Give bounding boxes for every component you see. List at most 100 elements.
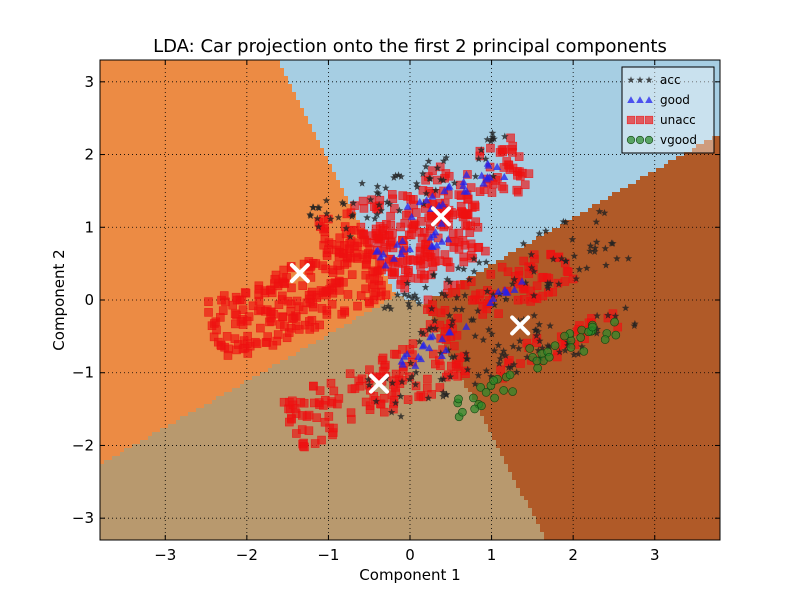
point-unacc	[466, 239, 476, 249]
point-acc	[461, 291, 469, 299]
point-good	[462, 170, 471, 178]
point-unacc	[280, 322, 289, 331]
point-good	[444, 183, 453, 191]
point-vgood	[476, 383, 485, 392]
point-good	[372, 247, 381, 255]
point-unacc	[209, 332, 219, 342]
point-unacc	[440, 250, 450, 259]
point-acc	[591, 244, 599, 252]
point-unacc	[369, 295, 379, 305]
point-acc	[306, 210, 314, 218]
point-acc	[448, 353, 456, 361]
point-acc	[309, 203, 317, 211]
point-acc	[424, 157, 433, 165]
chart-title: LDA: Car projection onto the first 2 pri…	[153, 36, 667, 57]
point-acc	[549, 255, 558, 263]
point-unacc	[423, 374, 432, 384]
point-unacc	[312, 413, 321, 423]
point-good	[437, 219, 446, 227]
x-tick-label: −3	[154, 546, 176, 564]
legend-marker-vgood	[635, 135, 645, 145]
point-acc	[413, 183, 421, 191]
point-acc	[387, 304, 395, 313]
point-acc	[531, 326, 540, 334]
point-unacc	[526, 286, 535, 296]
point-acc	[482, 258, 490, 266]
point-acc	[490, 301, 499, 309]
point-unacc	[243, 331, 252, 341]
point-unacc	[277, 295, 287, 304]
y-tick-label: 1	[84, 218, 94, 236]
legend-label-unacc: unacc	[660, 113, 696, 127]
point-good	[426, 233, 435, 241]
point-unacc	[465, 228, 475, 237]
point-unacc	[421, 245, 430, 254]
point-good	[403, 202, 412, 210]
point-acc	[453, 293, 461, 301]
point-acc	[373, 182, 382, 190]
point-acc	[398, 377, 406, 386]
point-good	[482, 175, 491, 183]
point-unacc	[359, 204, 369, 213]
point-acc	[595, 207, 604, 215]
point-acc	[433, 164, 442, 172]
point-acc	[462, 349, 470, 357]
point-unacc	[379, 393, 389, 403]
point-acc	[373, 210, 381, 218]
point-unacc	[389, 268, 399, 278]
point-acc	[485, 325, 493, 333]
point-unacc	[346, 253, 355, 263]
point-acc	[439, 388, 447, 396]
point-acc	[546, 279, 554, 287]
point-good	[435, 201, 444, 210]
point-acc	[535, 337, 544, 345]
point-acc	[313, 214, 322, 222]
centroid-cross	[510, 315, 531, 336]
point-unacc	[298, 281, 307, 290]
point-acc	[396, 392, 405, 400]
point-acc	[489, 172, 498, 180]
point-acc	[436, 175, 445, 183]
point-acc	[439, 392, 447, 400]
point-unacc	[320, 223, 329, 233]
point-good	[381, 261, 390, 269]
point-unacc	[506, 133, 515, 143]
x-tick-label: 3	[650, 546, 660, 564]
point-unacc	[374, 234, 384, 244]
point-acc	[557, 254, 566, 262]
point-acc	[448, 316, 457, 325]
point-unacc	[466, 251, 476, 260]
point-good	[432, 241, 441, 249]
point-unacc	[459, 257, 469, 267]
point-acc	[527, 250, 536, 258]
point-acc	[495, 359, 503, 367]
point-unacc	[494, 309, 503, 318]
point-acc	[417, 328, 425, 336]
point-good	[437, 237, 446, 245]
point-acc	[411, 291, 419, 299]
point-acc	[521, 278, 530, 287]
point-unacc	[345, 244, 355, 254]
point-acc	[530, 311, 538, 319]
point-unacc	[365, 405, 375, 414]
point-acc	[530, 291, 538, 299]
point-unacc	[423, 252, 433, 262]
point-unacc	[287, 314, 297, 324]
point-unacc	[349, 225, 359, 235]
point-unacc	[450, 341, 459, 351]
point-unacc	[330, 278, 340, 288]
point-unacc	[362, 253, 372, 262]
point-unacc	[345, 369, 355, 378]
point-good	[411, 361, 420, 369]
point-unacc	[356, 291, 366, 300]
point-unacc	[262, 305, 272, 314]
point-good	[517, 277, 526, 285]
point-acc	[613, 254, 621, 262]
point-acc	[465, 275, 474, 283]
point-vgood	[525, 344, 534, 353]
point-acc	[338, 198, 347, 206]
point-unacc	[495, 148, 505, 157]
point-acc	[439, 157, 448, 165]
point-acc	[391, 399, 400, 407]
legend-item-vgood: vgood	[626, 133, 697, 147]
